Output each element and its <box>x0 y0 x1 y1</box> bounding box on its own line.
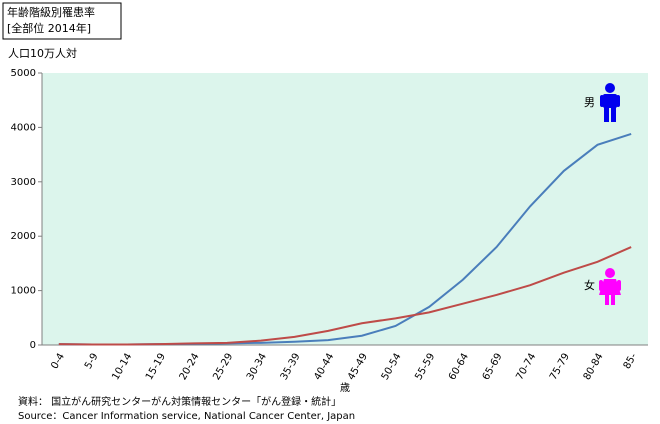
x-tick-label: 85- <box>622 351 640 371</box>
y-tick-label: 1000 <box>11 286 36 297</box>
y-tick-label: 0 <box>30 340 36 351</box>
x-tick-label: 15-19 <box>144 352 168 383</box>
x-tick-label: 55-59 <box>413 352 437 383</box>
x-tick-label: 20-24 <box>178 352 202 383</box>
x-tick-label: 25-29 <box>211 352 235 383</box>
source-note: 資料： 国立がん研究センターがん対策情報センター「がん登録・統計」 <box>18 395 341 408</box>
x-tick-label: 0-4 <box>49 352 67 372</box>
chart-title: 年齢階級別罹患率 <box>7 5 95 19</box>
y-axis-label: 人口10万人対 <box>8 46 77 60</box>
x-tick-label: 10-14 <box>110 352 134 383</box>
plot-background <box>42 73 648 345</box>
chart-subtitle: [全部位 2014年] <box>7 21 91 35</box>
x-tick-label: 80-84 <box>582 352 606 383</box>
y-tick-label: 3000 <box>11 177 36 188</box>
y-tick-label: 2000 <box>11 231 36 242</box>
x-tick-label: 50-54 <box>380 352 404 383</box>
x-tick-label: 75-79 <box>548 352 572 383</box>
x-axis-label: 歳 <box>340 382 350 394</box>
y-tick-label: 5000 <box>11 68 36 79</box>
source-note: Source：Cancer Information service, Natio… <box>18 411 355 422</box>
title-box <box>2 2 122 40</box>
female-icon <box>599 268 621 305</box>
male-icon <box>600 83 620 122</box>
y-tick-label: 4000 <box>11 122 36 133</box>
legend-label: 女 <box>584 278 595 292</box>
plot-area <box>38 72 648 346</box>
x-tick-label: 30-34 <box>245 352 269 383</box>
x-tick-label: 45-49 <box>346 352 370 383</box>
x-tick-label: 60-64 <box>447 352 471 383</box>
x-tick-label: 5-9 <box>83 352 101 372</box>
x-tick-label: 40-44 <box>312 352 336 383</box>
data-line <box>58 246 632 346</box>
x-tick-label: 70-74 <box>514 352 538 383</box>
legend-label: 男 <box>584 96 595 109</box>
x-tick-label: 65-69 <box>481 352 505 383</box>
x-tick-label: 35-39 <box>279 352 303 383</box>
